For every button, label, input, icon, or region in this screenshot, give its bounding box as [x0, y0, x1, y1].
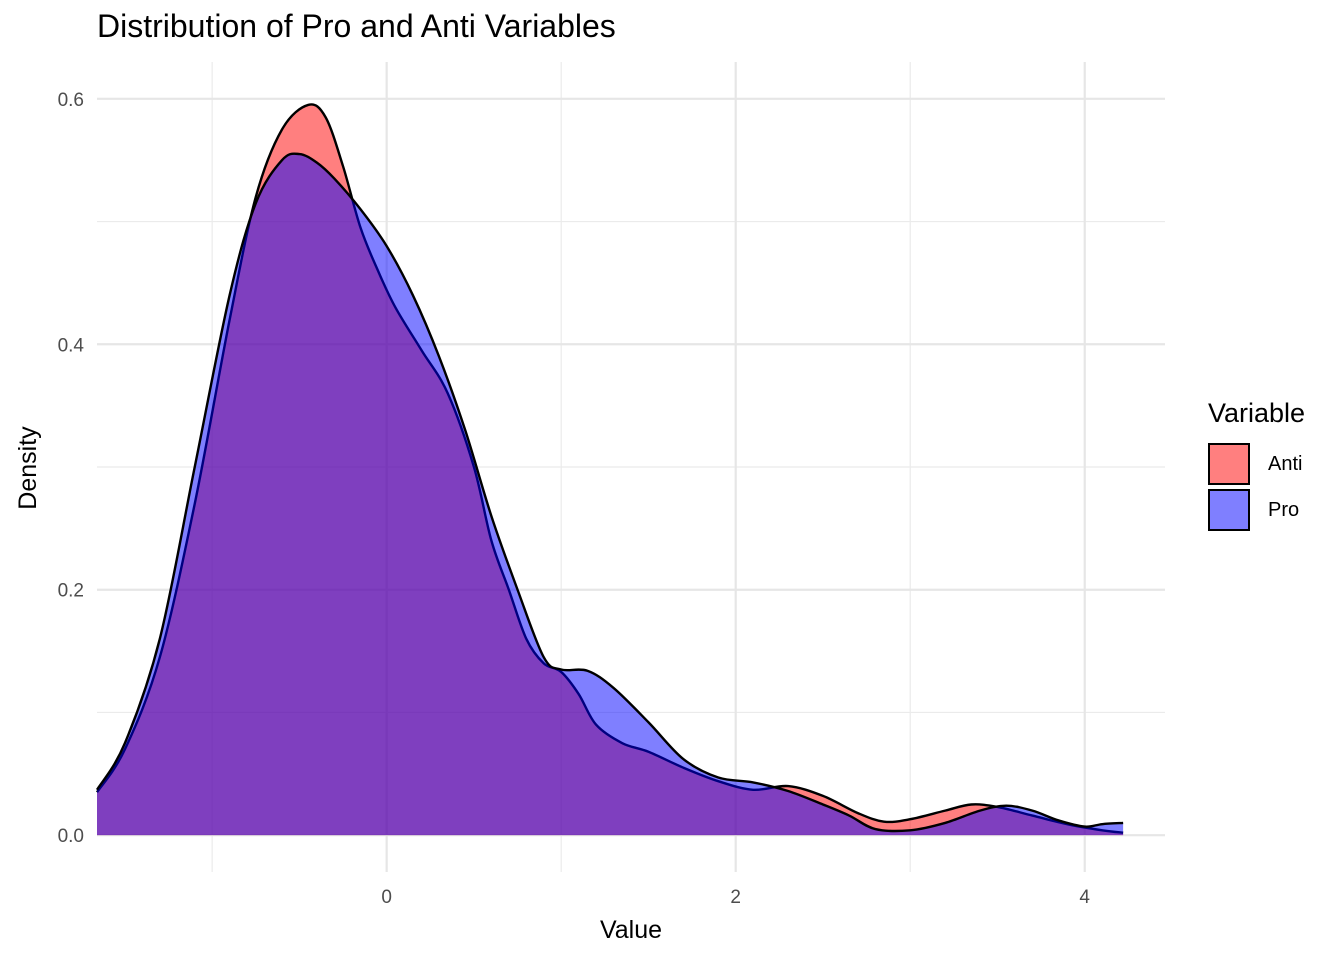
legend-swatch-anti — [1208, 443, 1250, 485]
y-tick-label: 0.2 — [58, 581, 84, 602]
density-area-pro — [97, 153, 1124, 836]
legend: Variable Anti Pro — [1208, 398, 1305, 533]
x-axis-title: Value — [600, 916, 662, 944]
density-series — [95, 103, 1124, 836]
density-line-pro — [95, 152, 1124, 833]
tick-labels: 0 2 4 0.0 0.2 0.4 0.6 — [58, 90, 1091, 908]
legend-item-pro: Pro — [1208, 487, 1305, 533]
x-tick-label: 2 — [730, 887, 741, 908]
y-tick-label: 0.6 — [58, 90, 84, 111]
legend-swatch-pro — [1208, 489, 1250, 531]
y-tick-label: 0.4 — [58, 335, 85, 356]
y-tick-label: 0.0 — [58, 826, 84, 847]
legend-label-anti: Anti — [1268, 452, 1303, 475]
y-axis-title: Density — [14, 426, 42, 510]
x-tick-label: 4 — [1079, 887, 1090, 908]
legend-item-anti: Anti — [1208, 441, 1305, 487]
legend-label-pro: Pro — [1268, 498, 1300, 521]
legend-title: Variable — [1208, 398, 1306, 428]
chart-title: Distribution of Pro and Anti Variables — [97, 8, 616, 44]
x-tick-label: 0 — [381, 887, 392, 908]
